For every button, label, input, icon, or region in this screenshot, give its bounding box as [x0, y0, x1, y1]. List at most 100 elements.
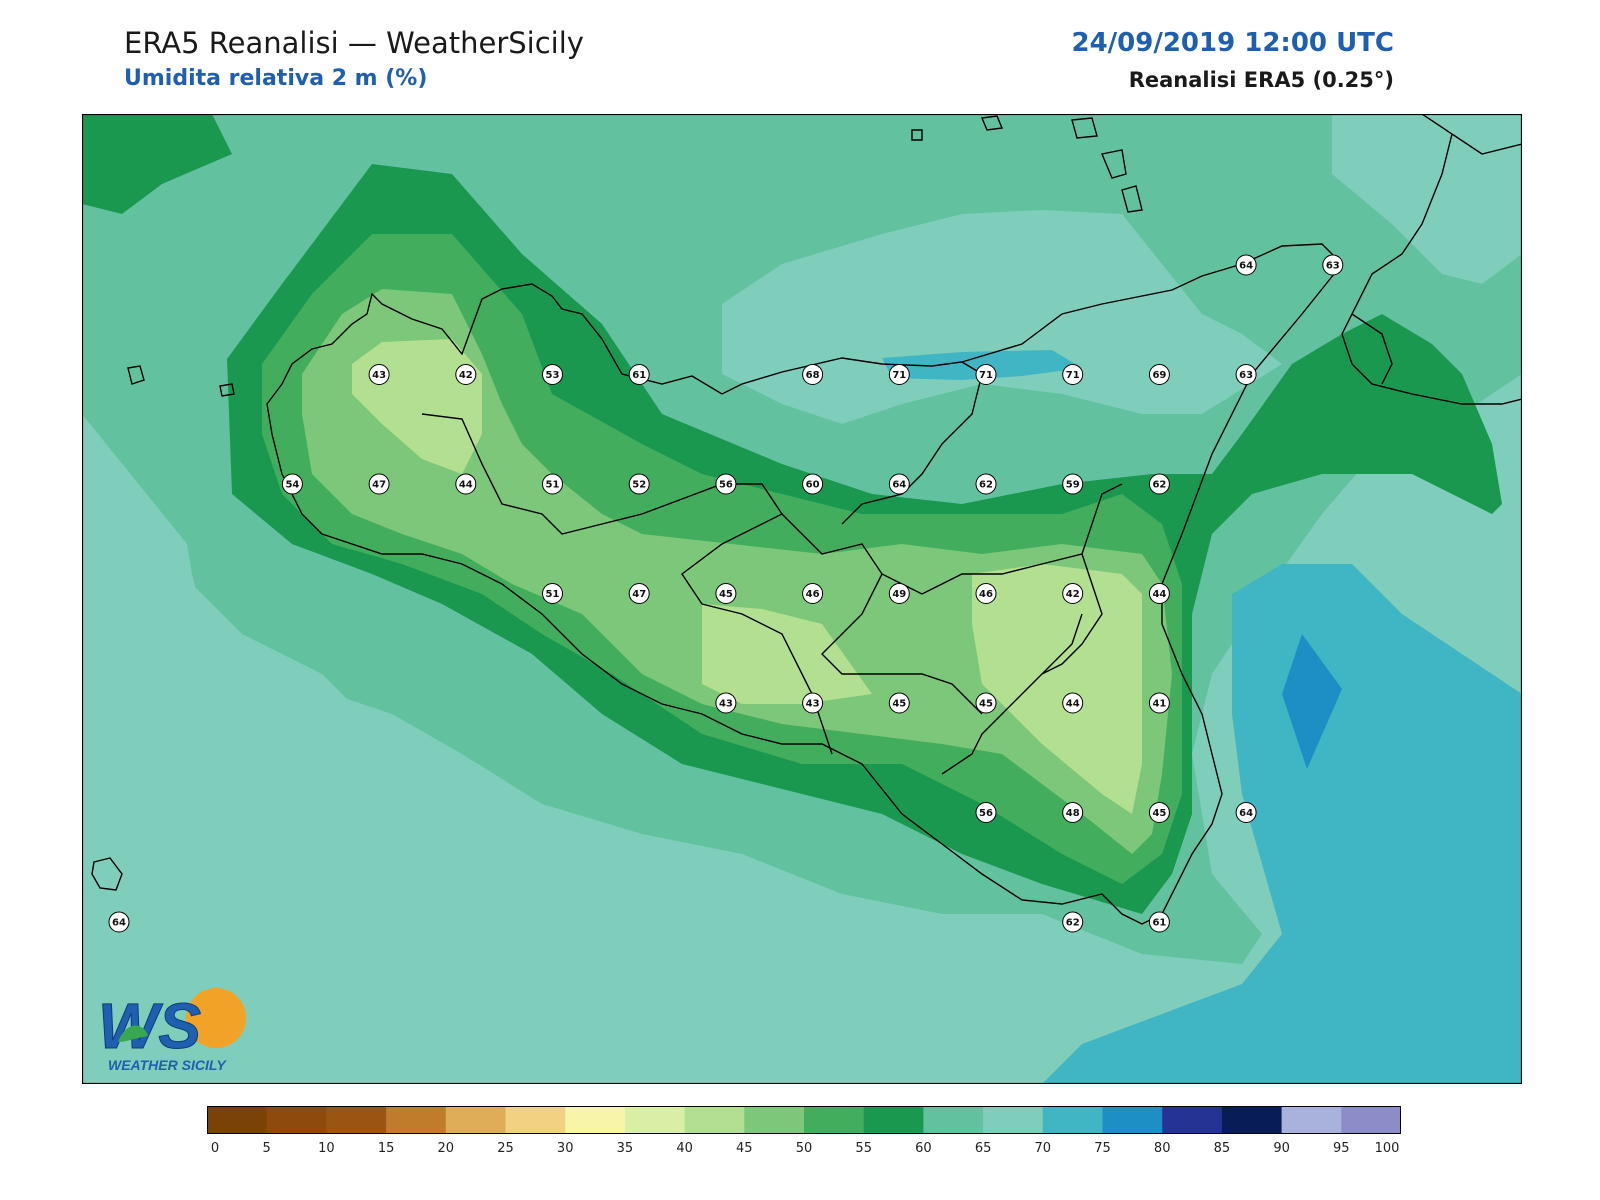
station-circle	[1062, 911, 1084, 933]
station-value: 71	[979, 370, 993, 381]
station-marker: 53	[542, 364, 563, 385]
colorbar-segment	[684, 1106, 745, 1134]
station-marker: 62	[1148, 473, 1170, 495]
station-value: 49	[892, 589, 906, 600]
colorbar-segment	[445, 1106, 506, 1134]
logo-letters: WS	[98, 990, 201, 1062]
map-border	[82, 114, 1522, 1084]
calabria-east-border	[1451, 133, 1522, 155]
logo-brand-text: WEATHER SICILY	[108, 1057, 227, 1073]
station-marker: 44	[1148, 583, 1170, 604]
station-marker: 42	[1062, 583, 1084, 604]
colorbar-tick-label: 45	[736, 1141, 753, 1156]
station-value: 45	[1152, 808, 1166, 819]
colorbar-tick-label: 55	[855, 1141, 872, 1156]
station-value: 44	[1066, 699, 1080, 710]
station-marker: 42	[455, 364, 477, 385]
station-value: 71	[1066, 370, 1080, 381]
station-circle	[802, 473, 824, 495]
station-circle	[975, 364, 997, 385]
station-value: 48	[1066, 808, 1080, 819]
station-value: 52	[632, 480, 646, 491]
station-marker: 43	[368, 364, 390, 385]
station-marker: 51	[542, 583, 563, 604]
station-value: 51	[546, 480, 560, 491]
pantelleria-island	[91, 857, 123, 891]
map-subtitle: Umidita relativa 2 m (%)	[124, 66, 428, 91]
station-value: 43	[719, 699, 733, 710]
station-value: 53	[546, 370, 560, 381]
humidity-map: 64 63 43 42 53 61 68 71 71 71 69 63 54 47 44 51 52 56 60 64…	[82, 114, 1522, 1084]
station-marker: 63	[1322, 254, 1344, 276]
station-marker: 47	[628, 583, 650, 604]
colorbar-tick-label: 80	[1154, 1141, 1171, 1156]
station-value: 59	[1066, 480, 1080, 491]
station-circle	[802, 364, 824, 385]
colorbar-tick-label: 75	[1094, 1141, 1111, 1156]
station-value: 43	[806, 699, 820, 710]
station-marker: 71	[1062, 364, 1084, 385]
field-75-80-ionian-core	[1282, 634, 1342, 769]
station-circle	[715, 473, 737, 495]
field-65-70-northeast	[1332, 114, 1522, 284]
station-circle	[975, 583, 997, 604]
station-marker: 62	[975, 473, 997, 495]
station-value: 61	[632, 370, 646, 381]
colorbar-tick-label: 90	[1273, 1141, 1290, 1156]
station-circle	[1062, 473, 1084, 495]
logo-leaf-icon	[118, 1025, 148, 1042]
colorbar-segment	[624, 1106, 686, 1134]
station-value: 62	[1152, 480, 1166, 491]
station-circle	[542, 473, 563, 495]
field-65-70-north-tongue	[722, 210, 1282, 424]
station-value: 47	[632, 589, 646, 600]
station-marker: 46	[975, 583, 997, 604]
station-circle	[1235, 254, 1257, 276]
station-circle	[1235, 802, 1257, 823]
station-value: 71	[892, 370, 906, 381]
field-40-45-centre	[702, 604, 872, 704]
station-circle	[1148, 473, 1170, 495]
station-value: 42	[459, 370, 473, 381]
station-circle	[888, 692, 910, 714]
station-circle	[1148, 583, 1170, 604]
station-marker: 64	[1235, 802, 1257, 823]
field-70-75-ionian	[1042, 564, 1522, 1084]
colorbar-segment	[505, 1106, 566, 1134]
station-value: 68	[806, 370, 820, 381]
station-marker: 64	[888, 473, 910, 495]
station-circle	[281, 473, 303, 495]
station-circle	[1062, 364, 1084, 385]
station-value: 47	[372, 480, 386, 491]
logo-sun-icon	[186, 988, 246, 1048]
colorbar-segment	[1341, 1106, 1402, 1134]
station-value: 63	[1239, 370, 1253, 381]
station-circle	[628, 364, 650, 385]
station-marker: 71	[888, 364, 910, 385]
field-55-60-ring	[82, 114, 232, 214]
calabria-coastline	[1341, 114, 1522, 405]
colorbar-tick-label: 70	[1035, 1141, 1052, 1156]
station-circle	[1062, 802, 1084, 823]
station-circle	[1148, 364, 1170, 385]
colorbar-segment	[1162, 1106, 1223, 1134]
colorbar-segment	[266, 1106, 327, 1134]
colorbar-tick-label: 40	[676, 1141, 693, 1156]
data-source: Reanalisi ERA5 (0.25°)	[1128, 68, 1394, 92]
colorbar-tick-label: 30	[557, 1141, 574, 1156]
station-marker: 61	[1148, 911, 1170, 933]
colorbar-segment	[326, 1106, 387, 1134]
station-marker: 64	[108, 911, 130, 933]
colorbar-tick-label: 85	[1214, 1141, 1231, 1156]
colorbar-segment	[863, 1106, 924, 1134]
colorbar-segment	[565, 1106, 626, 1134]
colorbar-segment	[804, 1106, 865, 1134]
station-marker: 48	[1062, 802, 1084, 823]
station-circle	[1148, 692, 1170, 714]
station-marker: 56	[715, 473, 737, 495]
station-marker: 47	[368, 473, 390, 495]
station-marker: 62	[1062, 911, 1084, 933]
colorbar-segment	[1042, 1106, 1103, 1134]
station-circle	[1062, 583, 1084, 604]
weathersicily-logo: WS WEATHER SICILY	[96, 980, 256, 1078]
